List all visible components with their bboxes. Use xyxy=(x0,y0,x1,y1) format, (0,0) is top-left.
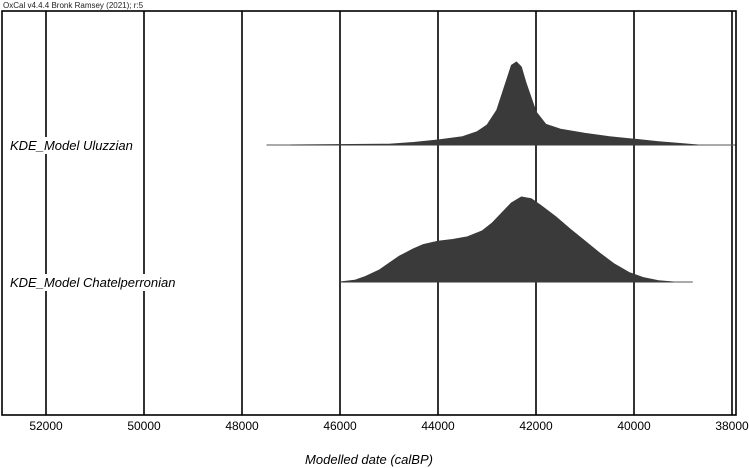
plot-frame xyxy=(1,10,737,416)
density-curves xyxy=(290,61,699,283)
credit-text: OxCal v4.4.4 Bronk Ramsey (2021); r:5 xyxy=(3,1,144,10)
density-curve-1 xyxy=(339,196,674,283)
plot-border xyxy=(1,10,737,416)
x-tick-label: 40000 xyxy=(617,419,651,433)
x-axis-title: Modelled date (calBP) xyxy=(305,452,433,467)
x-tick-label: 46000 xyxy=(323,419,357,433)
series-label: KDE_Model Chatelperronian xyxy=(10,275,175,290)
series-label-background xyxy=(8,137,135,154)
x-tick-label: 52000 xyxy=(29,419,63,433)
x-tick-label: 44000 xyxy=(421,419,455,433)
x-tick-labels: 52000 50000 48000 46000 44000 42000 40000 38000 xyxy=(29,419,749,433)
plot-background xyxy=(0,11,749,463)
series-labels: KDE_Model Uluzzian KDE_Model Chatelperron… xyxy=(8,137,178,291)
x-tick-label: 50000 xyxy=(127,419,161,433)
series-label-background xyxy=(8,274,178,291)
density-curve-0 xyxy=(290,61,699,146)
x-tick-label: 38000 xyxy=(715,419,749,433)
x-tick-label: 42000 xyxy=(519,419,553,433)
x-tick-label: 48000 xyxy=(225,419,259,433)
series-label: KDE_Model Uluzzian xyxy=(10,138,133,153)
